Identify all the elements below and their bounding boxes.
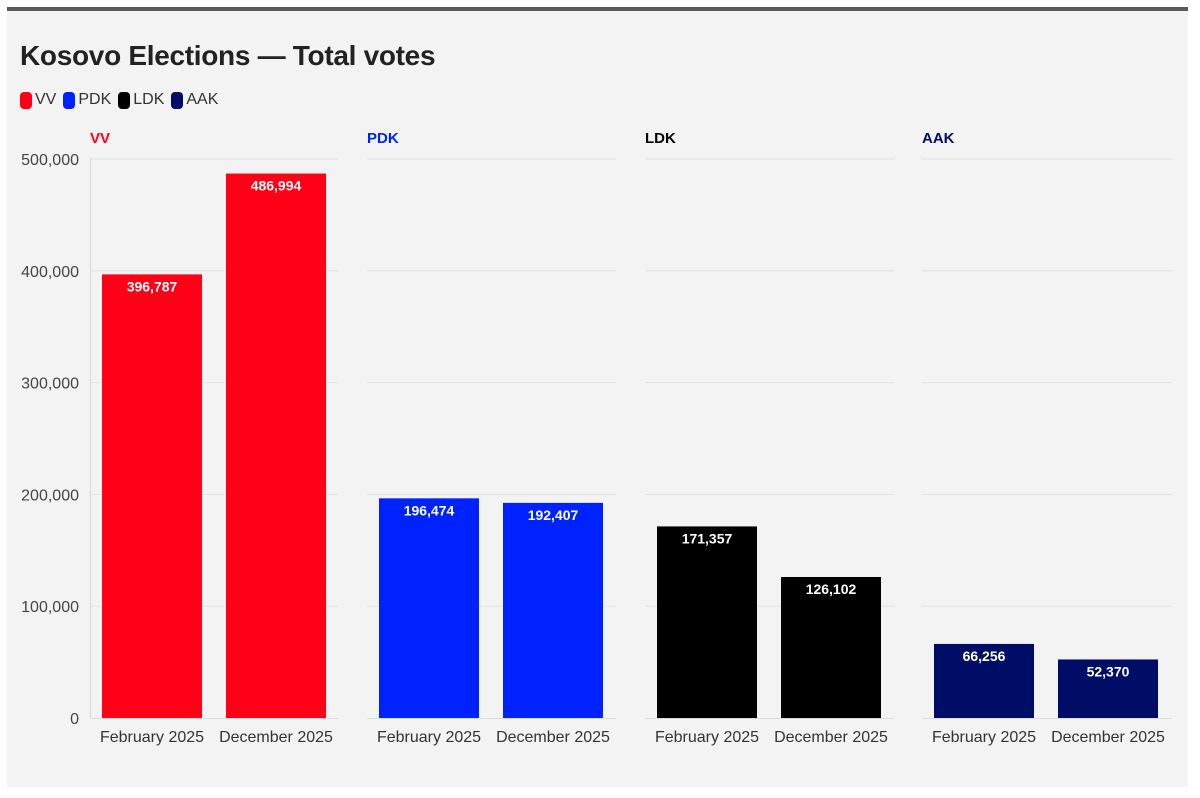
legend-label-ldk: LDK (133, 91, 165, 108)
x-tick-label: February 2025 (100, 729, 204, 746)
panel-title: PDK (367, 130, 399, 147)
bar (1058, 659, 1158, 718)
data-label: 192,407 (528, 507, 579, 523)
legend-swatch-vv (20, 91, 32, 109)
x-tick-label: February 2025 (932, 729, 1036, 746)
chart-title: Kosovo Elections — Total votes (20, 40, 436, 71)
legend-swatch-aak (171, 91, 184, 109)
bar (226, 173, 326, 718)
data-label: 66,256 (963, 648, 1006, 664)
data-label: 486,994 (251, 178, 302, 194)
x-tick-label: December 2025 (219, 729, 333, 746)
y-tick-label: 300,000 (21, 376, 79, 393)
x-tick-label: December 2025 (1051, 729, 1165, 746)
bar (102, 274, 202, 718)
legend-label-aak: AAK (186, 91, 219, 108)
y-tick-label: 200,000 (21, 487, 79, 504)
data-label: 126,102 (806, 581, 857, 597)
bar (503, 502, 603, 718)
x-tick-label: February 2025 (377, 729, 481, 746)
x-tick-label: December 2025 (496, 729, 610, 746)
data-label: 196,474 (404, 502, 455, 518)
y-tick-label: 500,000 (21, 152, 79, 169)
data-label: 396,787 (127, 278, 178, 294)
x-tick-label: February 2025 (655, 729, 759, 746)
legend-label-vv: VV (35, 91, 57, 108)
top-border (7, 7, 1188, 11)
bar (657, 526, 757, 718)
data-label: 171,357 (682, 530, 733, 546)
data-label: 52,370 (1087, 663, 1130, 679)
legend-label-pdk: PDK (78, 91, 112, 108)
legend: VV PDK LDK AAK (20, 91, 225, 109)
legend-item-aak[interactable]: AAK (171, 91, 218, 109)
panel-title: AAK (922, 130, 955, 147)
panel-title: LDK (645, 130, 676, 147)
legend-swatch-ldk (118, 91, 131, 109)
legend-item-vv[interactable]: VV (20, 91, 56, 109)
legend-swatch-pdk (63, 91, 76, 109)
legend-item-ldk[interactable]: LDK (118, 91, 164, 109)
y-tick-label: 100,000 (21, 599, 79, 616)
y-tick-label: 0 (70, 711, 79, 728)
panel-title: VV (90, 130, 110, 147)
legend-item-pdk[interactable]: PDK (63, 91, 111, 109)
bar (934, 643, 1034, 718)
bar (379, 498, 479, 718)
x-tick-label: December 2025 (774, 729, 888, 746)
y-tick-label: 400,000 (21, 264, 79, 281)
bar (781, 577, 881, 718)
